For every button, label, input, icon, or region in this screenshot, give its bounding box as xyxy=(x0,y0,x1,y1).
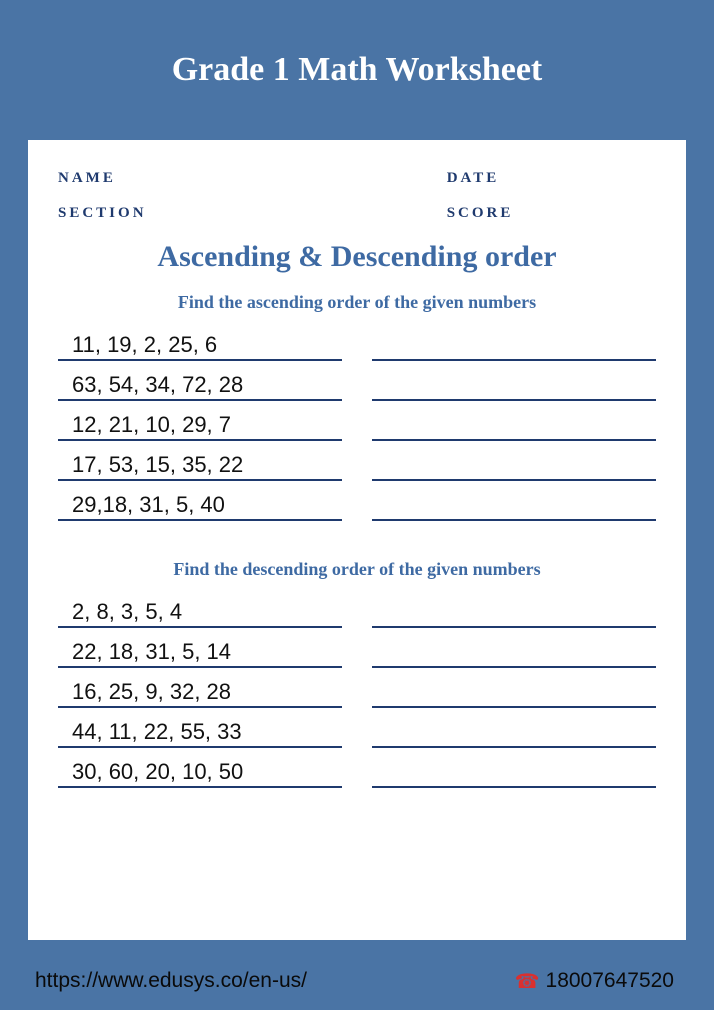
problem-text: 16, 25, 9, 32, 28 xyxy=(58,674,342,708)
date-label: DATE xyxy=(447,170,656,187)
problem-text: 11, 19, 2, 25, 6 xyxy=(58,327,342,361)
phone-icon: ☎ xyxy=(515,969,540,994)
problem-row: 30, 60, 20, 10, 50 xyxy=(58,754,656,788)
ascending-section: Find the ascending order of the given nu… xyxy=(58,292,656,521)
ascending-instruction: Find the ascending order of the given nu… xyxy=(58,292,656,313)
descending-section: Find the descending order of the given n… xyxy=(58,559,656,788)
answer-blank[interactable] xyxy=(372,327,656,361)
problem-row: 11, 19, 2, 25, 6 xyxy=(58,327,656,361)
answer-blank[interactable] xyxy=(372,367,656,401)
footer-phone-number: 18007647520 xyxy=(546,969,674,993)
answer-blank[interactable] xyxy=(372,407,656,441)
problem-text: 2, 8, 3, 5, 4 xyxy=(58,594,342,628)
answer-blank[interactable] xyxy=(372,487,656,521)
problem-row: 63, 54, 34, 72, 28 xyxy=(58,367,656,401)
problem-text: 63, 54, 34, 72, 28 xyxy=(58,367,342,401)
problem-row: 22, 18, 31, 5, 14 xyxy=(58,634,656,668)
answer-blank[interactable] xyxy=(372,634,656,668)
answer-blank[interactable] xyxy=(372,674,656,708)
topic-title: Ascending & Descending order xyxy=(58,240,656,274)
descending-instruction: Find the descending order of the given n… xyxy=(58,559,656,580)
problem-row: 12, 21, 10, 29, 7 xyxy=(58,407,656,441)
answer-blank[interactable] xyxy=(372,714,656,748)
problem-row: 16, 25, 9, 32, 28 xyxy=(58,674,656,708)
score-label: SCORE xyxy=(447,205,656,222)
section-label: SECTION xyxy=(58,205,387,222)
meta-row-2: SECTION SCORE xyxy=(58,205,656,222)
footer-phone: ☎ 18007647520 xyxy=(515,969,674,994)
problem-row: 44, 11, 22, 55, 33 xyxy=(58,714,656,748)
footer-band: https://www.edusys.co/en-us/ ☎ 180076475… xyxy=(0,952,714,1010)
problem-row: 2, 8, 3, 5, 4 xyxy=(58,594,656,628)
problem-row: 29,18, 31, 5, 40 xyxy=(58,487,656,521)
name-label: NAME xyxy=(58,170,387,187)
header-band: Grade 1 Math Worksheet xyxy=(0,0,714,140)
footer-url: https://www.edusys.co/en-us/ xyxy=(35,969,307,993)
answer-blank[interactable] xyxy=(372,754,656,788)
problem-text: 17, 53, 15, 35, 22 xyxy=(58,447,342,481)
problem-row: 17, 53, 15, 35, 22 xyxy=(58,447,656,481)
answer-blank[interactable] xyxy=(372,447,656,481)
problem-text: 29,18, 31, 5, 40 xyxy=(58,487,342,521)
problem-text: 44, 11, 22, 55, 33 xyxy=(58,714,342,748)
worksheet-title: Grade 1 Math Worksheet xyxy=(172,51,543,89)
meta-row-1: NAME DATE xyxy=(58,170,656,187)
problem-text: 12, 21, 10, 29, 7 xyxy=(58,407,342,441)
problem-text: 22, 18, 31, 5, 14 xyxy=(58,634,342,668)
problem-text: 30, 60, 20, 10, 50 xyxy=(58,754,342,788)
worksheet-page: NAME DATE SECTION SCORE Ascending & Desc… xyxy=(28,140,686,940)
answer-blank[interactable] xyxy=(372,594,656,628)
